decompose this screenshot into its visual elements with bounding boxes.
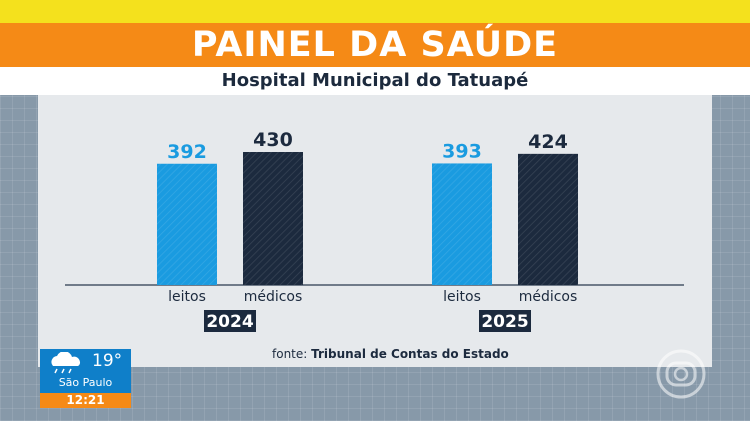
clock-bar: [40, 393, 131, 408]
clock-time: 12:21: [66, 393, 105, 407]
source-note: fonte: Tribunal de Contas do Estado: [272, 347, 509, 363]
bar-texture: [157, 163, 217, 285]
data-label-leitos-2025: 393: [442, 140, 482, 162]
year-label-2025: 2025: [481, 312, 528, 332]
subtitle-bar: [0, 67, 750, 95]
weather-city: São Paulo: [58, 376, 113, 389]
chart-panel: 392 leitos 430 médicos 2024 393 leitos 424 médic…: [38, 95, 712, 367]
bar-texture: [243, 152, 303, 285]
bar-texture: [518, 153, 578, 285]
chart-subtitle: Hospital Municipal do Tatuapé: [221, 70, 529, 91]
globo-logo-icon: [656, 349, 706, 399]
category-label: médicos: [519, 289, 578, 305]
top-accent-strip: [0, 0, 750, 23]
data-label-médicos-2025: 424: [528, 131, 568, 153]
title-bar: [0, 23, 750, 67]
weather-temperature: 19°: [92, 351, 123, 371]
bar-chart: 392 leitos 430 médicos 2024 393 leitos 424 médic…: [65, 129, 684, 332]
year-label-box: [479, 310, 531, 332]
category-label: leitos: [168, 289, 206, 305]
source-name: Tribunal de Contas do Estado: [311, 347, 509, 361]
chart-title: PAINEL DA SAÚDE: [191, 25, 559, 65]
year-label-2024: 2024: [206, 312, 253, 332]
source-prefix: fonte:: [272, 347, 308, 361]
bar-texture: [432, 163, 492, 285]
data-label-leitos-2024: 392: [167, 141, 207, 163]
data-label-médicos-2024: 430: [253, 129, 293, 151]
category-label: leitos: [443, 289, 481, 305]
year-label-box: [204, 310, 256, 332]
rain-cloud-icon: [51, 352, 81, 374]
category-label: médicos: [244, 289, 303, 305]
